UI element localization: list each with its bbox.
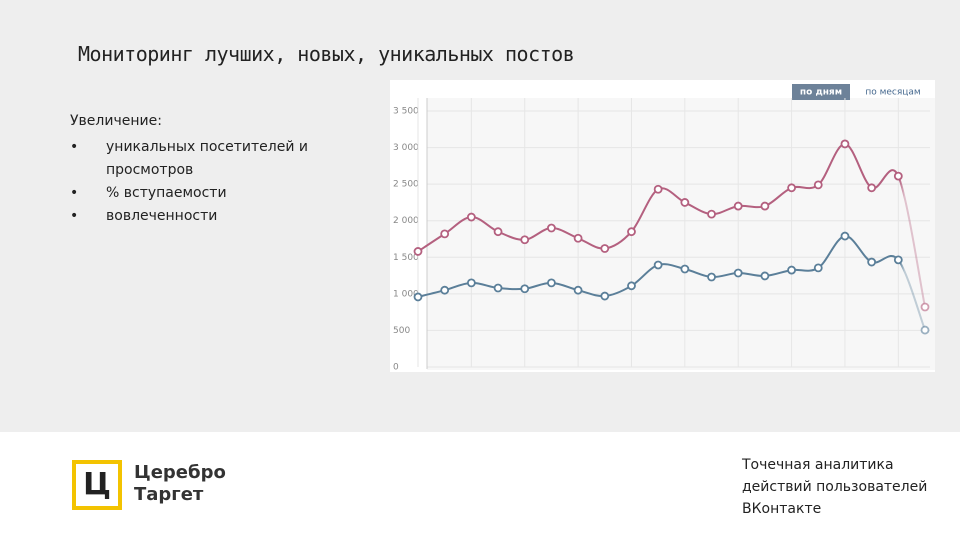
point — [813, 180, 823, 190]
logo-mark: Ц — [72, 460, 122, 510]
point — [627, 227, 636, 237]
point — [547, 278, 556, 288]
point — [520, 235, 530, 245]
point — [466, 212, 476, 222]
bullet: уникальных посетителей и просмотров — [70, 136, 330, 182]
point — [760, 201, 770, 211]
point — [520, 284, 530, 294]
footer-line: ВКонтакте — [742, 501, 822, 517]
point — [707, 209, 716, 219]
point — [413, 247, 423, 256]
intro: Увеличение: — [70, 113, 162, 129]
logo-line: Таргет — [134, 484, 204, 505]
point — [653, 260, 663, 270]
point — [680, 264, 690, 274]
y-tick-label: 2 500 — [393, 180, 419, 190]
point — [573, 285, 583, 295]
point — [680, 198, 690, 207]
point — [893, 255, 903, 265]
point — [893, 171, 903, 181]
point — [466, 278, 476, 288]
logo-line: Церебро — [134, 462, 226, 483]
point — [493, 283, 503, 293]
bullet-list: уникальных посетителей и просмотров % вс… — [70, 136, 330, 228]
footer-line: действий пользователей — [742, 479, 928, 495]
point — [867, 257, 877, 267]
point — [707, 272, 716, 282]
point — [493, 227, 503, 237]
point — [653, 184, 663, 194]
y-tick-label: 1 000 — [393, 289, 419, 299]
point — [573, 233, 583, 243]
y-tick-label: 3 500 — [393, 107, 419, 117]
point — [787, 183, 796, 193]
plot-bg — [427, 98, 935, 370]
point — [840, 139, 850, 149]
y-tick-label: 500 — [393, 326, 410, 336]
slide-title: Мониторинг лучших, новых, уникальных пос… — [78, 42, 575, 66]
point — [627, 281, 636, 291]
footer-line: Точечная аналитика — [742, 457, 894, 473]
point — [760, 271, 770, 281]
point — [440, 229, 450, 239]
point — [733, 268, 743, 278]
button-label[interactable]: по дням — [800, 88, 842, 98]
series-line — [417, 142, 926, 308]
point — [733, 201, 743, 211]
point — [547, 223, 556, 233]
point — [920, 302, 930, 312]
bullet: % вступаемости — [70, 182, 330, 205]
point — [840, 231, 850, 241]
y-tick-label: 2 000 — [393, 216, 419, 226]
point — [920, 325, 930, 335]
point — [813, 263, 823, 273]
point — [600, 244, 610, 253]
button-label[interactable]: по месяцам — [865, 88, 920, 98]
bullet: вовлеченности — [70, 205, 330, 228]
chart: по дням по месяцам 0 500 1 000 1 500 2 000 2 … — [390, 80, 935, 372]
y-tick-label: 1 500 — [393, 253, 419, 263]
logo-text: Церебро Таргет — [134, 462, 226, 506]
footer: Точечная аналитика действий пользователе… — [742, 454, 927, 520]
point — [440, 285, 450, 295]
y-tick-label: 3 000 — [393, 143, 419, 153]
y-tick-label: 0 — [393, 363, 399, 373]
button[interactable] — [792, 84, 850, 100]
point — [787, 265, 796, 275]
point — [867, 183, 877, 193]
point — [413, 292, 423, 302]
point — [600, 291, 610, 301]
